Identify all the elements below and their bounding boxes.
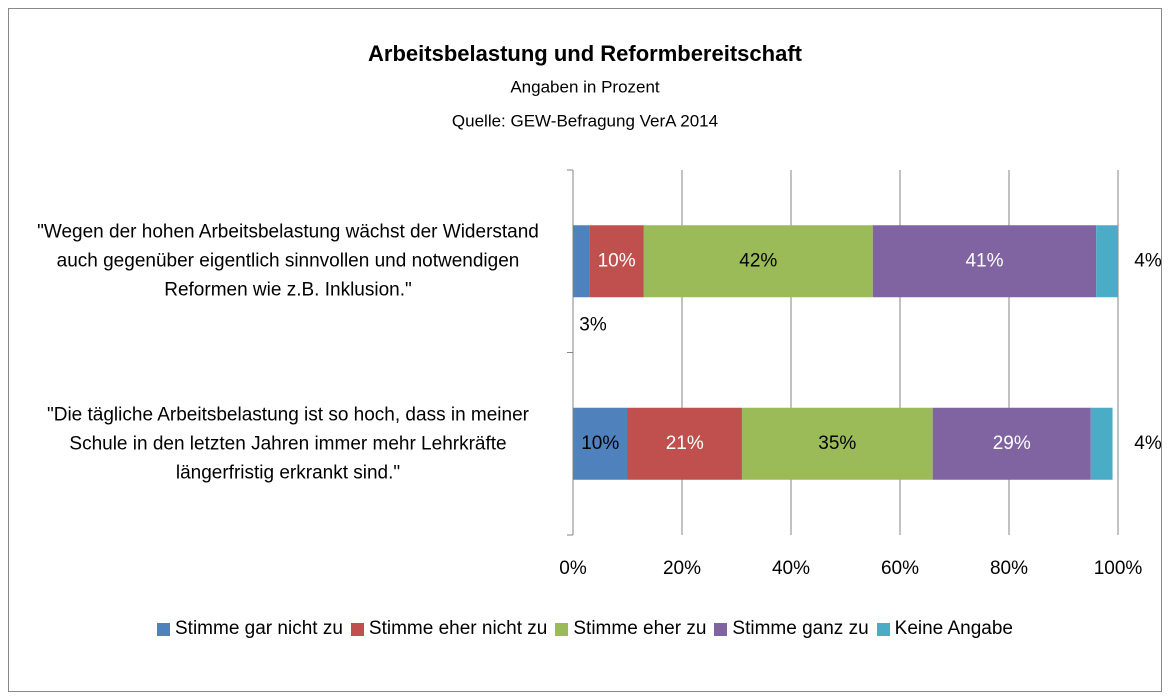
legend-label: Keine Angabe: [894, 618, 1013, 639]
bar-segment: [932, 407, 1091, 480]
category-label: "Wegen der hohen Arbeitsbelastung wächst…: [37, 221, 539, 301]
legend-label: Stimme eher nicht zu: [368, 618, 548, 639]
legend-item: Stimme gar nicht zu: [157, 618, 343, 640]
legend-item: Stimme eher nicht zu: [350, 618, 548, 640]
legend-label: Stimme eher zu: [573, 618, 707, 639]
bar-segment: [643, 225, 873, 298]
chart-title: Arbeitsbelastung und Reformbereitschaft: [368, 41, 803, 66]
bar-segment: [1096, 225, 1118, 298]
bar-segment: [872, 225, 1097, 298]
legend-label: Stimme gar nicht zu: [175, 618, 343, 639]
data-label: 4%: [1134, 433, 1162, 454]
legend-swatch: [876, 622, 890, 636]
legend-item: Stimme eher zu: [555, 618, 706, 640]
data-label: 3%: [579, 314, 607, 335]
legend-swatch: [714, 622, 728, 636]
data-label: 35%: [818, 433, 856, 454]
legend-label: Stimme ganz zu: [732, 618, 869, 639]
chart-border: [8, 8, 1162, 692]
chart-source: Quelle: GEW-Befragung VerA 2014: [452, 111, 718, 130]
legend-swatch: [350, 622, 364, 636]
bar-segment: [741, 407, 933, 480]
x-tick-label: 40%: [772, 558, 810, 579]
legend-swatch: [555, 622, 569, 636]
bar-segment: [1090, 407, 1113, 480]
x-tick-label: 20%: [663, 558, 701, 579]
data-label: 29%: [993, 433, 1031, 454]
category-label: "Die tägliche Arbeitsbelastung ist so ho…: [46, 404, 529, 484]
data-label: 21%: [666, 433, 704, 454]
legend-item: Keine Angabe: [876, 618, 1013, 640]
data-label: 4%: [1134, 250, 1162, 271]
x-tick-label: 80%: [990, 558, 1028, 579]
data-label: 41%: [965, 250, 1003, 271]
legend-swatch: [157, 622, 170, 636]
chart-subtitle: Angaben in Prozent: [510, 77, 660, 96]
x-tick-label: 100%: [1094, 558, 1143, 579]
legend-item: Stimme ganz zu: [714, 618, 869, 640]
x-tick-label: 0%: [559, 558, 587, 579]
data-label: 10%: [581, 433, 619, 454]
bar-segment: [627, 407, 742, 480]
bar-segment: [573, 407, 628, 480]
legend: Stimme gar nicht zu Stimme eher nicht zu S…: [0, 618, 1170, 640]
data-label: 10%: [598, 250, 636, 271]
bar-segment: [589, 225, 644, 298]
data-label: 42%: [739, 250, 777, 271]
x-tick-label: 60%: [881, 558, 919, 579]
bar-segment: [573, 225, 590, 298]
